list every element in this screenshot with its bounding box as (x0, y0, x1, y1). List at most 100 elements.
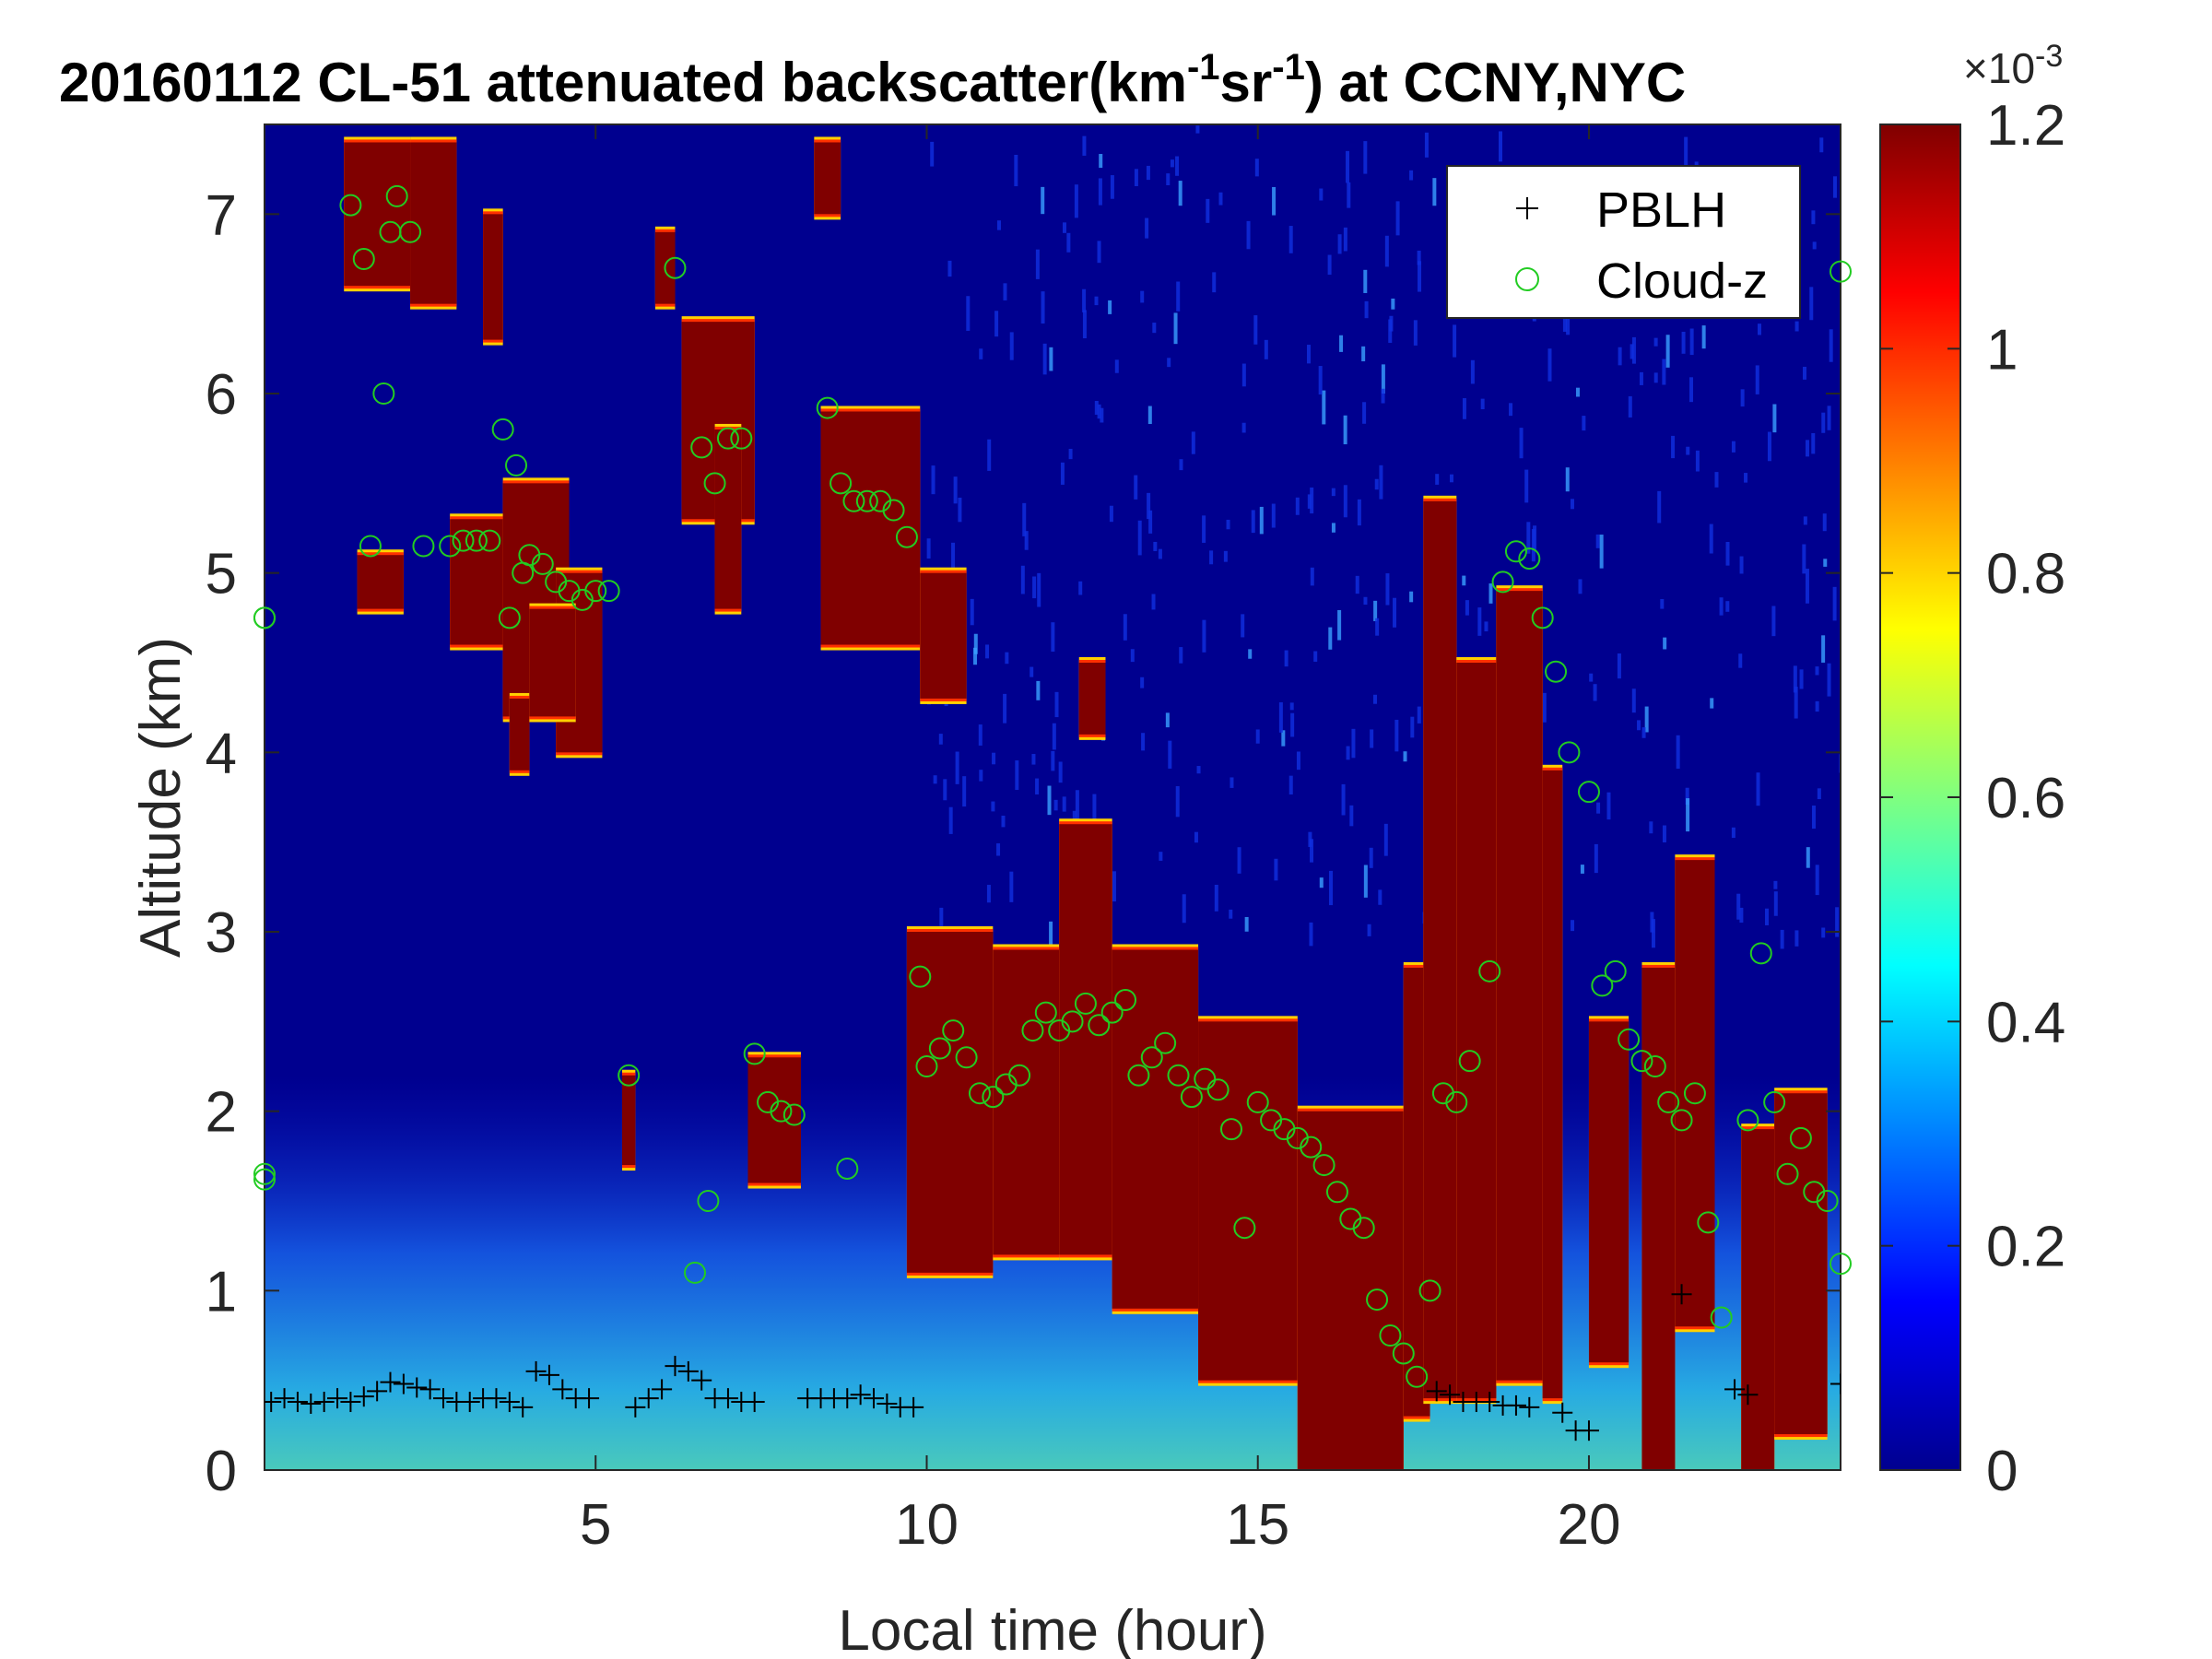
speckle-cell (1755, 365, 1759, 394)
speckle-cell (1524, 469, 1529, 503)
cloud-block (1588, 1021, 1630, 1363)
speckle-cell (1435, 474, 1440, 485)
speckle-cell (926, 538, 931, 559)
pblh-point (665, 1356, 686, 1377)
speckle-cell (1349, 805, 1354, 827)
speckle-cell (1771, 606, 1776, 637)
y-tick-label: 7 (206, 183, 237, 247)
cloud-point (1127, 1064, 1150, 1087)
speckle-cell (1595, 534, 1600, 548)
speckle-cell (1322, 390, 1326, 425)
cloud-point (909, 965, 932, 988)
speckle-cell (1628, 395, 1632, 418)
title-mid: sr (1220, 52, 1273, 113)
speckle-cell (1100, 407, 1104, 423)
pblh-point (1552, 1402, 1573, 1423)
speckle-cell (1688, 377, 1693, 403)
speckle-cell (1049, 921, 1053, 950)
pblh-point (1830, 1373, 1841, 1394)
speckle-cell (1773, 891, 1778, 916)
speckle-cell (1379, 465, 1383, 500)
speckle-cell (1409, 170, 1414, 181)
speckle-cell (1343, 227, 1347, 252)
speckle-cell (1009, 871, 1014, 902)
speckle-cell (1719, 597, 1724, 616)
cloud-point (1167, 1064, 1190, 1087)
speckle-cell (1665, 335, 1670, 368)
legend-pblh-icon (1516, 197, 1538, 219)
chart-title: 20160112 CL-51 attenuated backscatter(km… (59, 47, 1686, 113)
pblh-point (625, 1396, 646, 1418)
cloud-block (1741, 1129, 1775, 1470)
pblh-point (903, 1396, 924, 1418)
speckle-cell (1066, 232, 1071, 253)
speckle-cell (1003, 283, 1007, 300)
speckle-cell (1424, 132, 1429, 158)
pblh-point (459, 1392, 480, 1413)
speckle-cell (1206, 198, 1210, 223)
y-tick-label: 1 (206, 1260, 237, 1324)
cloud-block (1496, 591, 1543, 1381)
speckle-cell (1151, 594, 1156, 610)
cloud-point (743, 1042, 766, 1065)
colorbar-tick-label: 0.6 (1986, 767, 2065, 830)
cloud-point (1154, 1031, 1177, 1054)
cloud-point (955, 1046, 978, 1069)
speckle-cell (1815, 865, 1819, 896)
legend-cloud-label: Cloud-z (1596, 253, 1768, 309)
cloud-point (412, 535, 435, 558)
y-tick-label: 6 (206, 363, 237, 427)
speckle-cell (1229, 909, 1233, 919)
title-sup1: -1 (1187, 47, 1220, 88)
speckle-cell (996, 220, 1001, 230)
speckle-cell (1596, 802, 1601, 814)
cloud-point (512, 561, 535, 584)
speckle-cell (1394, 719, 1399, 752)
speckle-cell (1078, 581, 1083, 595)
speckle-cell (1676, 735, 1680, 770)
speckle-cell (1578, 579, 1583, 594)
cloud-point (1604, 959, 1627, 982)
speckle-cell (1384, 235, 1389, 267)
speckle-cell (986, 885, 991, 903)
y-tick-label: 3 (206, 901, 237, 965)
cloud-block (920, 572, 967, 699)
cloud-point (1591, 974, 1614, 997)
speckle-cell (1237, 847, 1241, 874)
cloud-point (1545, 660, 1568, 683)
speckle-cell (1218, 192, 1223, 206)
colorbar: 0 0.2 0.4 0.6 0.8 1 1.2 ×10-3 (1879, 39, 2065, 1503)
cloud-point (816, 396, 839, 419)
cloud-point (1577, 781, 1600, 804)
speckle-cell (1418, 261, 1422, 292)
speckle-cell (1542, 692, 1547, 723)
speckle-cell (1575, 387, 1580, 397)
speckle-cell (948, 806, 953, 834)
speckle-cell (1410, 716, 1415, 738)
pblh-point (864, 1388, 885, 1409)
speckle-cell (1003, 693, 1007, 724)
cloud-point (782, 1103, 806, 1126)
speckle-cell (1331, 523, 1335, 533)
speckle-cell (1362, 402, 1367, 424)
speckle-cell (1533, 525, 1537, 550)
speckle-cell (930, 141, 935, 167)
pblh-markers (265, 1284, 1841, 1441)
speckle-cell (1374, 478, 1379, 490)
speckle-cell (1271, 503, 1276, 528)
speckle-cell (1827, 406, 1831, 430)
pblh-point (1671, 1284, 1692, 1305)
speckle-cell (1355, 575, 1359, 594)
speckle-cell (1488, 583, 1493, 604)
speckle-cell (1097, 241, 1101, 264)
cloud-point (1830, 1253, 1852, 1276)
speckle-cell (1147, 406, 1152, 425)
speckle-cell (1170, 159, 1174, 168)
cloud-point (439, 535, 462, 558)
speckle-cell (1637, 720, 1641, 731)
speckle-cell (1417, 706, 1421, 724)
speckle-cell (1651, 919, 1655, 948)
cloud-point (684, 1261, 707, 1284)
cloud-point (982, 1086, 1005, 1109)
speckle-cell (1805, 440, 1809, 457)
